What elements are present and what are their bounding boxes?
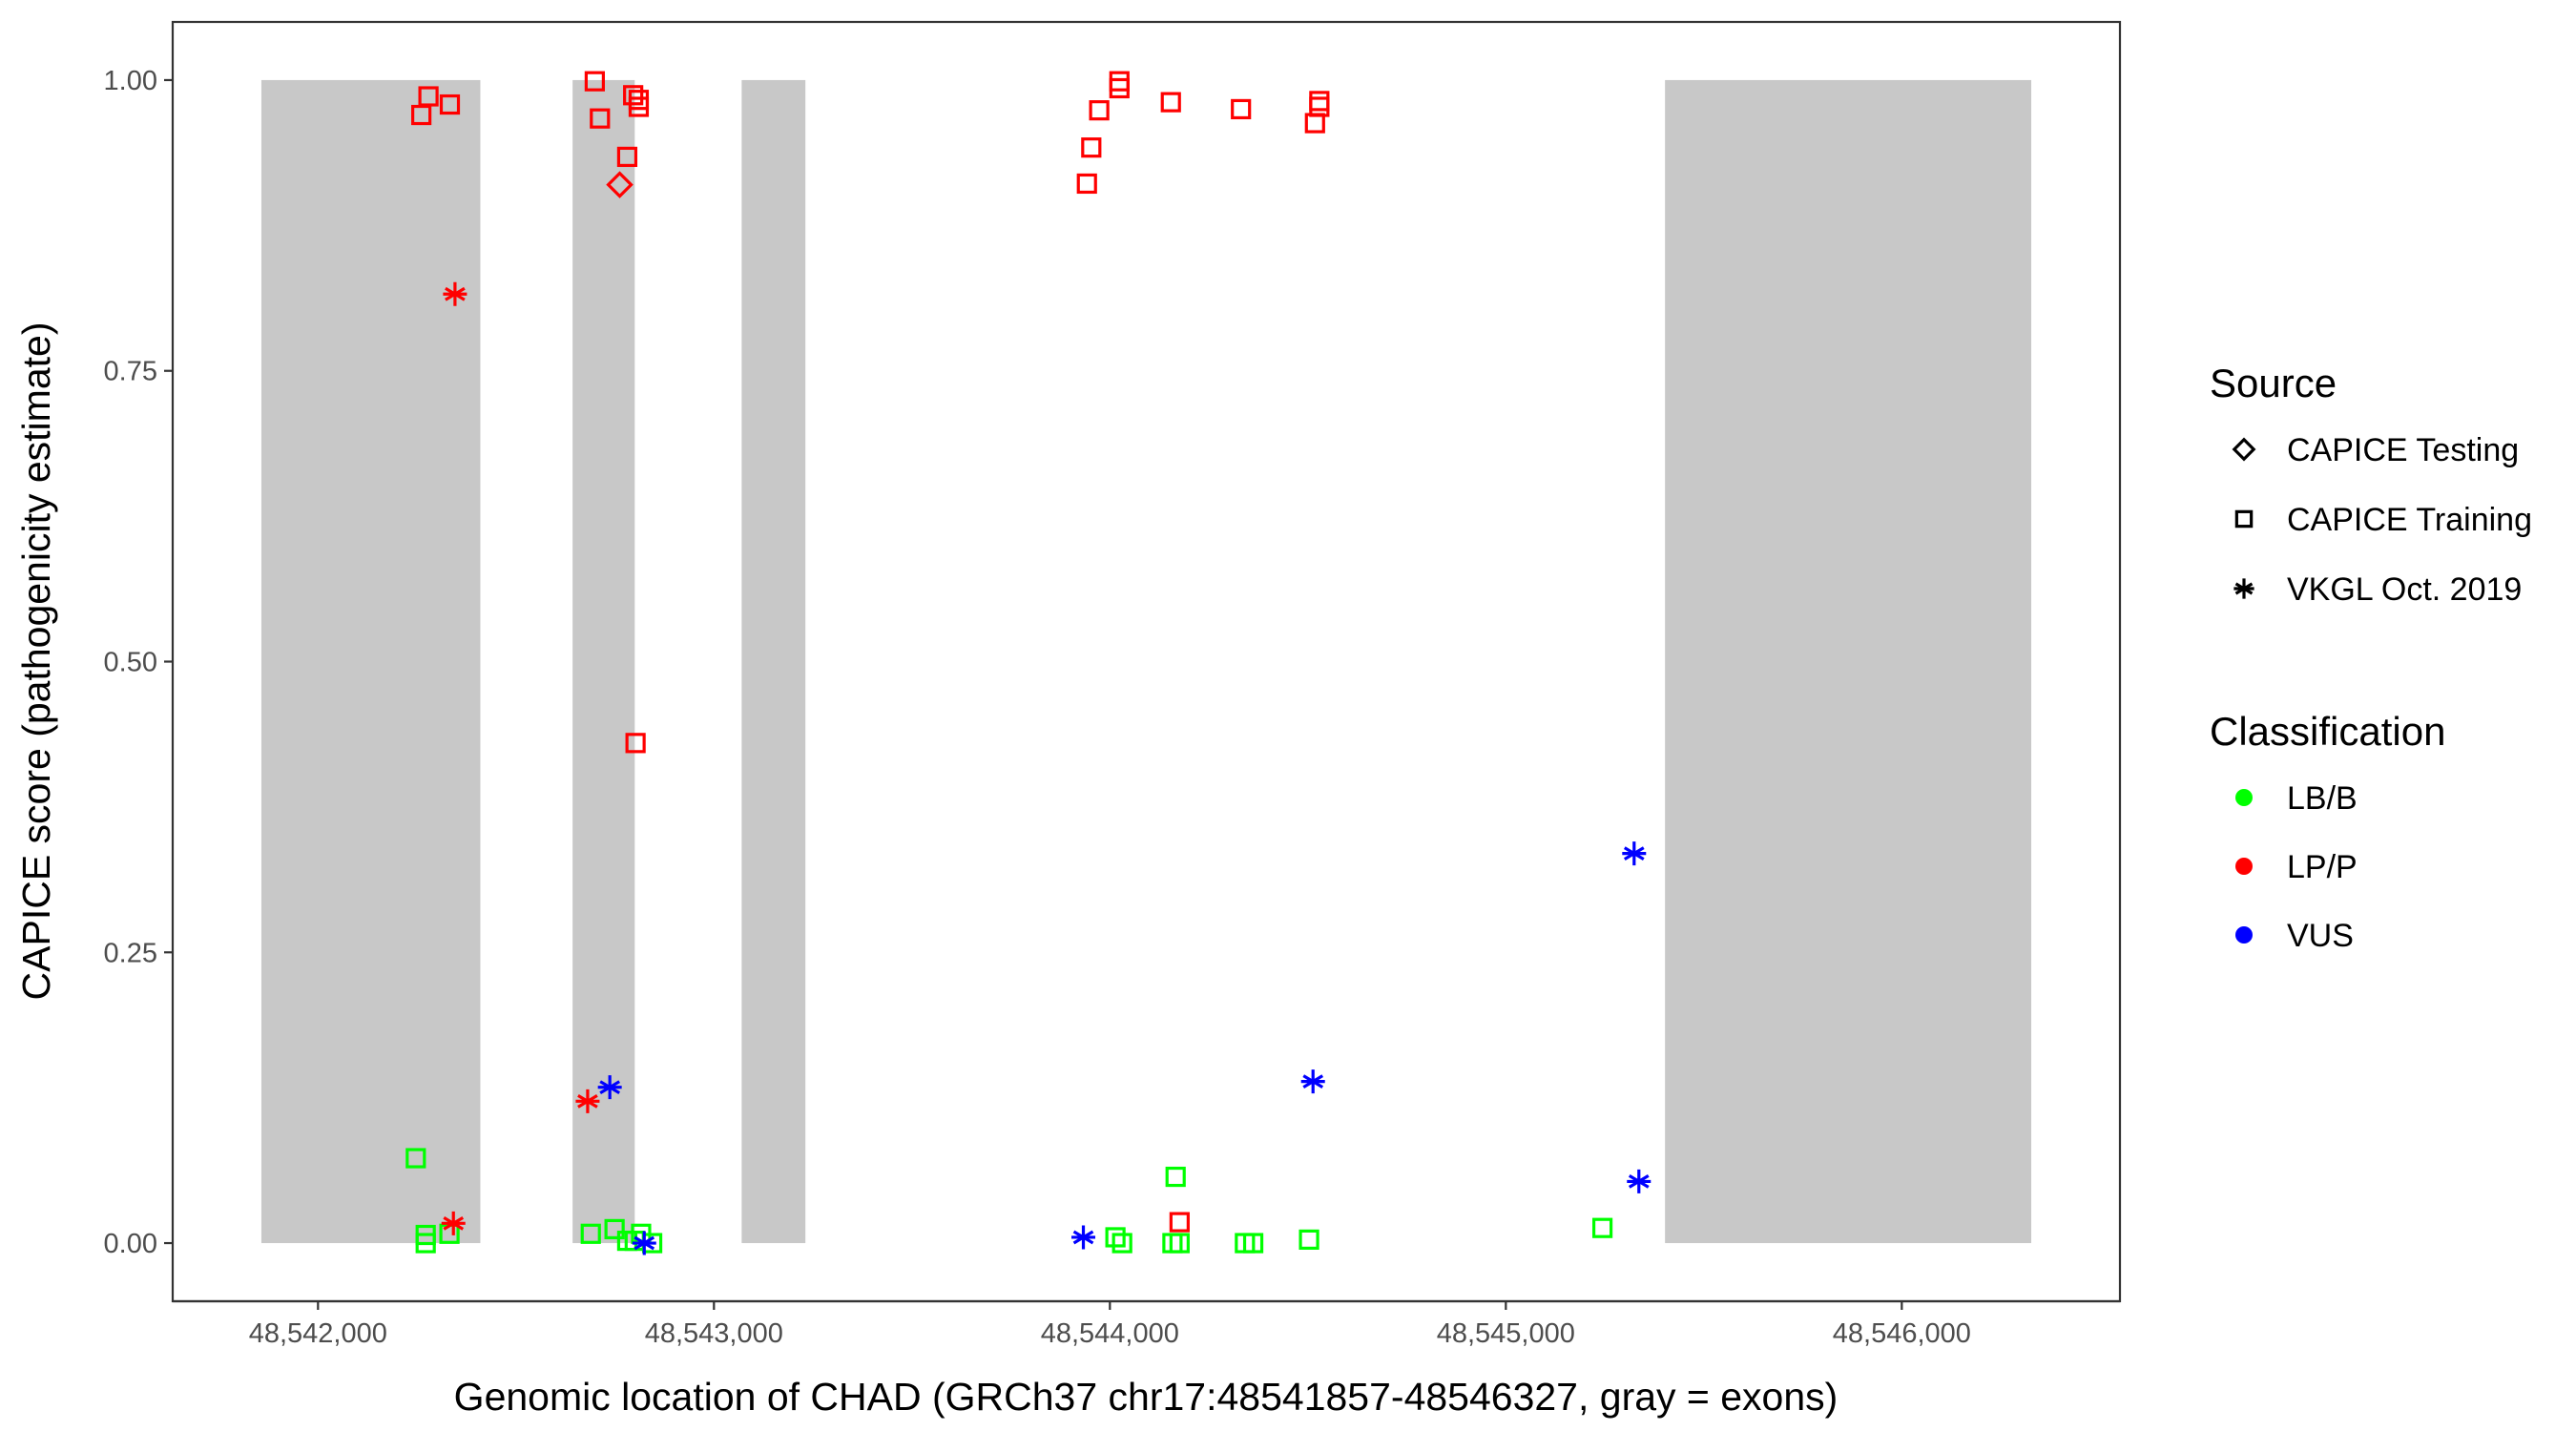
- legend-asterisk-icon: [2233, 578, 2254, 599]
- data-point: [597, 1075, 622, 1100]
- data-point: [439, 93, 461, 115]
- data-point: [443, 281, 467, 306]
- data-point: [1169, 1212, 1190, 1233]
- legend-square-icon: [2234, 509, 2254, 529]
- legend-class-label: LB/B: [2287, 780, 2358, 817]
- legend-dot-icon: [2235, 789, 2253, 806]
- data-points: [405, 71, 1652, 1255]
- y-axis-title: CAPICE score (pathogenicity estimate): [14, 322, 58, 1001]
- data-point: [1242, 1233, 1264, 1254]
- data-point: [623, 85, 644, 106]
- data-point: [1304, 113, 1325, 134]
- data-point: [1231, 98, 1252, 120]
- x-axis: 48,542,000 48,543,000 48,544,000 48,545,000…: [173, 1299, 2120, 1349]
- data-point: [1076, 173, 1097, 195]
- legend-source-title: Source: [2210, 361, 2337, 405]
- legend-dot-icon: [2235, 858, 2253, 875]
- legend-dot-icon: [2235, 926, 2253, 944]
- data-point: [584, 71, 605, 92]
- data-point: [405, 1148, 426, 1169]
- exon-4: [1665, 79, 2032, 1244]
- data-point: [1105, 1227, 1126, 1248]
- x-axis-title: Genomic location of CHAD (GRCh37 chr17:4…: [454, 1375, 1839, 1419]
- data-point: [1298, 1229, 1319, 1250]
- data-point: [1300, 1069, 1325, 1094]
- data-point: [1165, 1166, 1186, 1188]
- y-tick-label: 1.00: [104, 66, 157, 96]
- y-tick-label: 0.25: [104, 938, 157, 968]
- data-point: [1160, 92, 1181, 113]
- data-point: [1627, 1169, 1652, 1193]
- x-tick-label: 48,542,000: [249, 1318, 387, 1349]
- legend-source-label: VKGL Oct. 2019: [2287, 571, 2522, 608]
- exon-3: [741, 79, 806, 1244]
- data-point: [1591, 1217, 1613, 1238]
- x-tick-label: 48,544,000: [1041, 1318, 1179, 1349]
- data-point: [604, 1218, 625, 1240]
- data-point: [616, 146, 638, 168]
- legend-diamond-icon: [2232, 437, 2256, 462]
- data-point: [632, 1231, 656, 1255]
- x-tick-label: 48,543,000: [645, 1318, 783, 1349]
- data-point: [1169, 1233, 1190, 1254]
- data-point: [625, 733, 646, 754]
- y-tick-label: 0.00: [104, 1229, 157, 1259]
- data-point: [628, 96, 650, 117]
- legend-classification-title: Classification: [2210, 709, 2445, 754]
- data-point: [411, 104, 432, 126]
- legend-source-label: CAPICE Training: [2287, 502, 2532, 538]
- legend-class-label: LP/P: [2287, 849, 2358, 885]
- y-axis: 0.00 0.25 0.50 0.75 1.00: [104, 66, 173, 1259]
- y-tick-label: 0.75: [104, 357, 157, 387]
- data-point: [1111, 1233, 1132, 1254]
- data-point: [590, 108, 611, 129]
- data-point: [1622, 841, 1647, 866]
- legend-source-label: CAPICE Testing: [2287, 432, 2519, 468]
- data-point: [441, 1211, 466, 1235]
- legend: Source CAPICE Testing CAPICE Training VKGL…: [2210, 361, 2532, 954]
- data-point: [575, 1089, 600, 1113]
- data-point: [1081, 137, 1102, 158]
- exon-1: [260, 79, 481, 1244]
- exon-2: [572, 79, 635, 1244]
- data-point: [1071, 1225, 1096, 1250]
- data-point: [606, 171, 634, 198]
- exon-regions: [260, 79, 2032, 1244]
- data-point: [1089, 100, 1110, 121]
- x-tick-label: 48,546,000: [1833, 1318, 1971, 1349]
- x-tick-label: 48,545,000: [1437, 1318, 1575, 1349]
- data-point: [580, 1223, 601, 1244]
- y-tick-label: 0.50: [104, 648, 157, 678]
- legend-class-label: VUS: [2287, 918, 2354, 954]
- data-point: [415, 1233, 436, 1254]
- data-point: [1109, 77, 1130, 99]
